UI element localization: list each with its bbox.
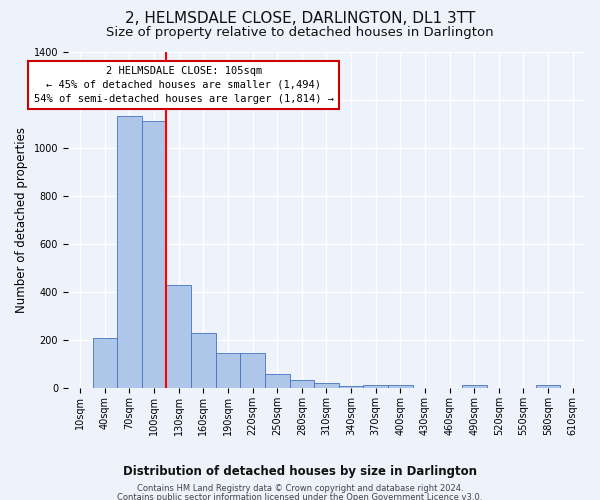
Bar — [117, 116, 142, 388]
Bar — [290, 380, 314, 388]
Text: Contains HM Land Registry data © Crown copyright and database right 2024.: Contains HM Land Registry data © Crown c… — [137, 484, 463, 493]
Text: 2 HELMSDALE CLOSE: 105sqm
← 45% of detached houses are smaller (1,494)
54% of se: 2 HELMSDALE CLOSE: 105sqm ← 45% of detac… — [34, 66, 334, 104]
Bar — [240, 353, 265, 388]
Bar — [191, 332, 215, 388]
Bar — [364, 385, 388, 388]
Bar — [142, 121, 166, 388]
Text: 2, HELMSDALE CLOSE, DARLINGTON, DL1 3TT: 2, HELMSDALE CLOSE, DARLINGTON, DL1 3TT — [125, 11, 475, 26]
Bar — [265, 374, 290, 388]
Bar — [388, 385, 413, 388]
Bar — [339, 386, 364, 388]
Bar — [215, 353, 240, 388]
Text: Distribution of detached houses by size in Darlington: Distribution of detached houses by size … — [123, 465, 477, 478]
Y-axis label: Number of detached properties: Number of detached properties — [15, 126, 28, 312]
Bar — [92, 338, 117, 388]
Text: Contains public sector information licensed under the Open Government Licence v3: Contains public sector information licen… — [118, 493, 482, 500]
Bar — [462, 385, 487, 388]
Bar — [314, 383, 339, 388]
Bar — [536, 385, 560, 388]
Text: Size of property relative to detached houses in Darlington: Size of property relative to detached ho… — [106, 26, 494, 39]
Bar — [166, 284, 191, 388]
